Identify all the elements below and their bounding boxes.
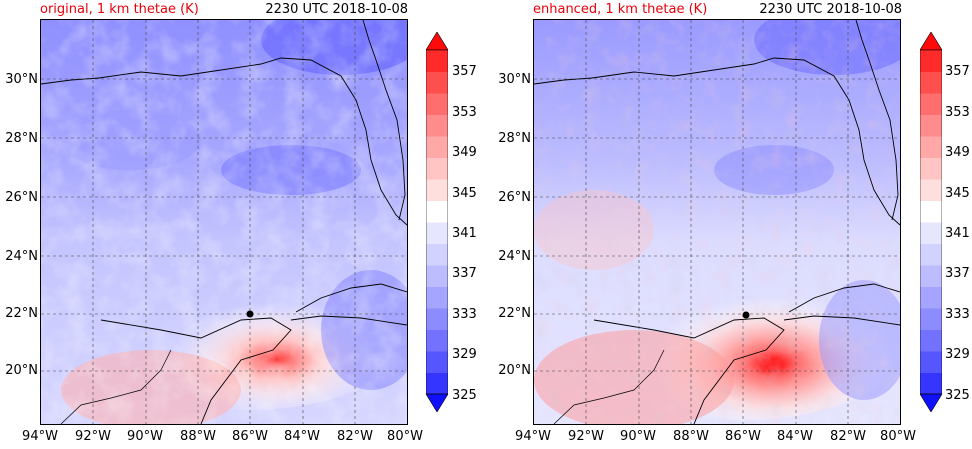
panel-original: original, 1 km thetae (K) 2230 UTC 2018-… xyxy=(5,2,477,444)
panel-enhanced: enhanced, 1 km thetae (K) 2230 UTC 2018-… xyxy=(486,0,972,449)
colorbar-segment xyxy=(426,222,448,244)
colorbar-segment xyxy=(920,265,942,287)
colorbar-label: 333 xyxy=(945,307,970,322)
lon-label: 90°W xyxy=(620,429,656,444)
colorbar-segment xyxy=(920,93,942,115)
lat-label: 20°N xyxy=(5,363,38,378)
colorbar-extend-min xyxy=(426,393,448,412)
colorbar-label: 357 xyxy=(945,64,970,79)
colorbar-extend-max xyxy=(426,32,448,51)
lat-label: 30°N xyxy=(498,72,531,87)
lon-label: 88°W xyxy=(180,429,216,444)
storm-center-marker xyxy=(742,311,750,319)
lon-label: 80°W xyxy=(880,429,916,444)
lon-label: 80°W xyxy=(387,429,423,444)
colorbar-segment xyxy=(920,243,942,266)
colorbar-label: 329 xyxy=(452,347,477,362)
map-original[interactable] xyxy=(40,19,408,425)
colorbar-label: 353 xyxy=(452,105,477,120)
colorbar-segment xyxy=(426,200,448,223)
colorbar-segment xyxy=(426,71,448,94)
panel-title-left: enhanced, 1 km thetae (K) xyxy=(533,2,708,17)
map-svg-original xyxy=(41,20,407,424)
lon-label: 92°W xyxy=(568,429,604,444)
colorbar-segment xyxy=(426,243,448,266)
colorbar-segment xyxy=(426,114,448,137)
colorbar-segment xyxy=(426,351,448,373)
colorbar-segment xyxy=(920,179,942,201)
colorbar-label: 325 xyxy=(945,388,970,403)
colorbar-segment xyxy=(426,308,448,330)
lat-label: 22°N xyxy=(5,306,38,321)
colorbar-segment xyxy=(920,114,942,137)
panel-timestamp: 2230 UTC 2018-10-08 xyxy=(759,2,902,17)
colorbar-label: 337 xyxy=(452,266,477,281)
colorbar-label: 341 xyxy=(452,226,477,241)
colorbar-label: 345 xyxy=(452,186,477,201)
colorbar-segment xyxy=(426,286,448,309)
lat-label: 24°N xyxy=(5,249,38,264)
colorbar-extend-min xyxy=(920,393,942,412)
colorbar-segment xyxy=(920,351,942,373)
lon-label: 84°W xyxy=(284,429,320,444)
colorbar-segment xyxy=(426,50,448,72)
lon-label: 88°W xyxy=(673,429,709,444)
colorbar-segment xyxy=(426,372,448,395)
colorbar-segment xyxy=(920,222,942,244)
colorbar-segment xyxy=(920,71,942,94)
lon-label: 82°W xyxy=(337,429,373,444)
colorbar-segment xyxy=(920,308,942,330)
lat-label: 20°N xyxy=(498,363,531,378)
colorbar-original xyxy=(426,32,448,412)
colorbar-frame xyxy=(426,49,448,395)
colorbar-label: 353 xyxy=(945,105,970,120)
colorbar-label: 337 xyxy=(945,266,970,281)
colorbar-segment xyxy=(920,286,942,309)
lat-label: 26°N xyxy=(5,190,38,205)
colorbar-segment xyxy=(426,136,448,158)
colorbar-segment xyxy=(426,157,448,180)
lon-label: 94°W xyxy=(515,429,551,444)
lon-label: 86°W xyxy=(725,429,761,444)
colorbar-frame xyxy=(920,49,942,395)
colorbar-label: 345 xyxy=(945,186,970,201)
storm-center-marker xyxy=(246,310,254,318)
lat-label: 24°N xyxy=(498,249,531,264)
panel-timestamp: 2230 UTC 2018-10-08 xyxy=(265,2,408,17)
colorbar-segment xyxy=(426,93,448,115)
panel-title-left: original, 1 km thetae (K) xyxy=(40,2,199,17)
lon-label: 84°W xyxy=(777,429,813,444)
colorbar-segment xyxy=(920,329,942,352)
lon-label: 90°W xyxy=(127,429,163,444)
colorbar-label: 325 xyxy=(452,388,477,403)
colorbar-label: 341 xyxy=(945,226,970,241)
lon-label: 92°W xyxy=(75,429,111,444)
lat-label: 26°N xyxy=(498,190,531,205)
colorbar-label: 333 xyxy=(452,307,477,322)
colorbar-segment xyxy=(920,50,942,72)
lat-label: 28°N xyxy=(498,131,531,146)
lat-label: 22°N xyxy=(498,306,531,321)
lat-label: 28°N xyxy=(5,131,38,146)
lat-label: 30°N xyxy=(5,72,38,87)
map-svg-enhanced xyxy=(534,20,900,424)
colorbar-segment xyxy=(426,329,448,352)
colorbar-segment xyxy=(920,372,942,395)
colorbar-segment xyxy=(920,157,942,180)
lon-label: 82°W xyxy=(830,429,866,444)
colorbar-label: 349 xyxy=(452,145,477,160)
colorbar-segment xyxy=(920,136,942,158)
colorbar-segment xyxy=(920,200,942,223)
colorbar-segment xyxy=(426,179,448,201)
map-enhanced[interactable] xyxy=(533,19,901,425)
lon-label: 94°W xyxy=(22,429,58,444)
colorbar-extend-max xyxy=(920,32,942,51)
lon-label: 86°W xyxy=(232,429,268,444)
colorbar-label: 357 xyxy=(452,64,477,79)
colorbar-enhanced xyxy=(920,32,942,412)
colorbar-segment xyxy=(426,265,448,287)
colorbar-label: 349 xyxy=(945,145,970,160)
colorbar-label: 329 xyxy=(945,347,970,362)
